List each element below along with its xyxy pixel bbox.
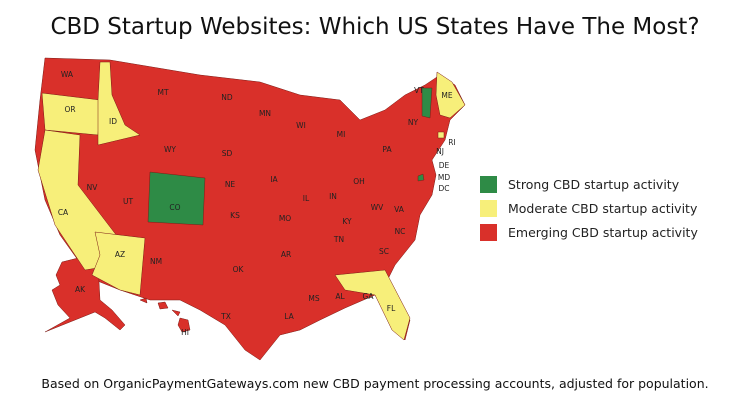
state-label-AR: AR bbox=[281, 250, 291, 259]
state-label-RI: RI bbox=[448, 138, 455, 147]
state-label-TN: TN bbox=[333, 235, 344, 244]
state-ME bbox=[435, 71, 466, 119]
state-HI-island bbox=[157, 301, 169, 310]
state-label-DE: DE bbox=[439, 161, 450, 170]
state-label-IN: IN bbox=[329, 192, 337, 201]
state-label-WV: WV bbox=[371, 203, 384, 212]
legend-item-emerging: Emerging CBD startup activity bbox=[480, 220, 698, 244]
state-label-CA: CA bbox=[58, 208, 69, 217]
state-label-AL: AL bbox=[335, 292, 345, 301]
legend: Strong CBD startup activity Moderate CBD… bbox=[480, 172, 698, 244]
state-ID bbox=[97, 61, 141, 146]
state-AZ bbox=[91, 231, 146, 296]
state-label-MI: MI bbox=[337, 130, 346, 139]
state-label-KS: KS bbox=[230, 211, 240, 220]
state-label-PA: PA bbox=[382, 145, 392, 154]
state-VT bbox=[421, 87, 433, 119]
state-label-GA: GA bbox=[363, 292, 375, 301]
state-label-CO: CO bbox=[169, 203, 180, 212]
state-label-ME: ME bbox=[441, 91, 452, 100]
legend-label: Strong CBD startup activity bbox=[508, 176, 680, 192]
state-OR bbox=[41, 92, 101, 136]
legend-label: Emerging CBD startup activity bbox=[508, 224, 698, 240]
state-label-OR: OR bbox=[64, 105, 75, 114]
state-FL bbox=[334, 269, 411, 341]
state-label-SC: SC bbox=[379, 247, 389, 256]
state-label-MO: MO bbox=[279, 214, 291, 223]
state-label-HI: HI bbox=[181, 328, 189, 337]
state-label-NM: NM bbox=[150, 257, 162, 266]
state-CO bbox=[147, 171, 206, 226]
legend-swatch-emerging bbox=[480, 223, 497, 241]
state-HI-island bbox=[139, 297, 148, 304]
state-label-MT: MT bbox=[157, 88, 168, 97]
state-label-LA: LA bbox=[284, 312, 294, 321]
state-label-FL: FL bbox=[387, 304, 396, 313]
state-HI-island bbox=[177, 317, 191, 333]
state-label-IL: IL bbox=[303, 194, 310, 203]
state-label-WY: WY bbox=[164, 145, 176, 154]
state-label-KY: KY bbox=[342, 217, 352, 226]
state-label-VA: VA bbox=[394, 205, 405, 214]
state-label-AK: AK bbox=[75, 285, 86, 294]
state-label-VT: VT bbox=[414, 86, 424, 95]
legend-item-strong: Strong CBD startup activity bbox=[480, 172, 698, 196]
legend-label: Moderate CBD startup activity bbox=[508, 200, 698, 216]
state-label-SD: SD bbox=[222, 149, 233, 158]
state-label-MN: MN bbox=[259, 109, 271, 118]
state-label-NE: NE bbox=[225, 180, 236, 189]
state-DC bbox=[417, 173, 425, 182]
legend-swatch-moderate bbox=[480, 199, 497, 217]
legend-item-moderate: Moderate CBD startup activity bbox=[480, 196, 698, 220]
state-label-UT: UT bbox=[123, 197, 133, 206]
state-label-NV: NV bbox=[87, 183, 99, 192]
state-label-NJ: NJ bbox=[436, 147, 444, 156]
state-HI-island bbox=[171, 309, 181, 317]
state-label-WA: WA bbox=[61, 70, 74, 79]
state-label-MD: MD bbox=[438, 173, 450, 182]
page-title: CBD Startup Websites: Which US States Ha… bbox=[50, 14, 700, 40]
state-RI bbox=[437, 131, 445, 139]
state-label-TX: TX bbox=[220, 312, 231, 321]
state-label-NC: NC bbox=[395, 227, 406, 236]
state-label-OK: OK bbox=[233, 265, 245, 274]
state-label-MS: MS bbox=[308, 294, 319, 303]
state-label-ID: ID bbox=[109, 117, 117, 126]
state-label-NY: NY bbox=[408, 118, 419, 127]
state-label-DC: DC bbox=[438, 184, 449, 193]
state-label-ND: ND bbox=[221, 93, 233, 102]
state-label-AZ: AZ bbox=[115, 250, 125, 259]
state-label-WI: WI bbox=[296, 121, 306, 130]
state-label-OH: OH bbox=[353, 177, 365, 186]
state-AK bbox=[44, 257, 126, 333]
legend-swatch-strong bbox=[480, 175, 497, 193]
state-label-IA: IA bbox=[270, 175, 278, 184]
footnote: Based on OrganicPaymentGateways.com new … bbox=[41, 376, 709, 391]
